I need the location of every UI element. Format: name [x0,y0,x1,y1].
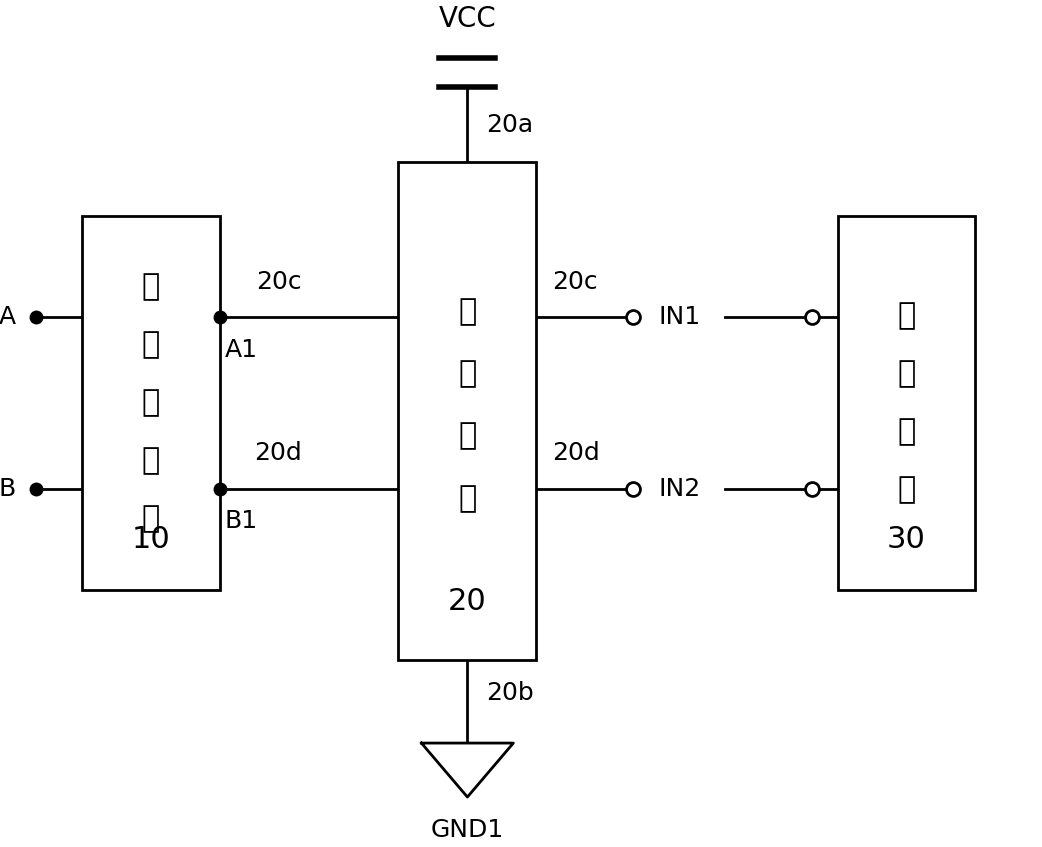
Bar [838,216,975,590]
Text: A: A [0,305,16,329]
Text: 20b: 20b [486,681,534,706]
Text: 20a: 20a [486,113,532,136]
Text: 10: 10 [131,525,170,554]
Polygon shape [421,743,514,797]
Text: 30: 30 [887,525,926,554]
Text: 元: 元 [897,475,916,505]
Text: 压: 压 [142,330,160,359]
Text: VCC: VCC [439,5,496,33]
Text: 分: 分 [458,297,476,326]
Text: 高: 高 [142,272,160,301]
Text: 20c: 20c [551,269,597,294]
Text: 插: 插 [142,446,160,475]
Text: 20: 20 [448,588,487,617]
Text: 控: 控 [897,301,916,330]
Text: GND1: GND1 [430,818,504,842]
Text: 20c: 20c [255,269,301,294]
Text: 制: 制 [897,359,916,388]
Text: IN2: IN2 [659,477,701,501]
Text: 20d: 20d [551,441,599,465]
Text: 单: 单 [897,418,916,446]
Text: 单: 单 [458,422,476,451]
Text: B1: B1 [225,509,258,534]
Text: A1: A1 [225,338,257,362]
Text: 20d: 20d [254,441,302,465]
Text: IN1: IN1 [659,305,701,329]
Text: B: B [0,477,16,501]
Bar [398,162,537,660]
Text: 元: 元 [458,484,476,512]
Bar [82,216,220,590]
Text: 件: 件 [142,505,160,534]
Text: 接: 接 [142,388,160,418]
Text: 压: 压 [458,359,476,388]
